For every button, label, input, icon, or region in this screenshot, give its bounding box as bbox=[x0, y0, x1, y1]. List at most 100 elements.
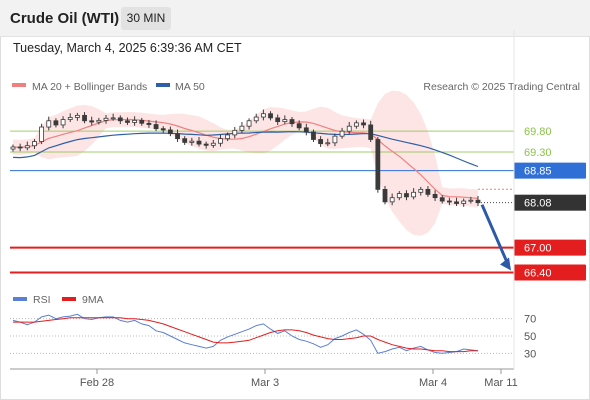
rsi-tick-50: 50 bbox=[524, 331, 536, 343]
candle-body bbox=[146, 122, 152, 125]
header-bar: Crude Oil (WTI) 30 MIN bbox=[0, 0, 590, 37]
rsi-tick-70: 70 bbox=[524, 314, 536, 326]
candle-body bbox=[74, 114, 80, 118]
candle-body bbox=[39, 126, 45, 142]
candle-body bbox=[411, 191, 417, 198]
candle-body bbox=[446, 200, 452, 203]
candle-body bbox=[468, 199, 474, 202]
candle-body bbox=[461, 200, 467, 204]
candle-body bbox=[418, 188, 424, 193]
candle-body bbox=[368, 124, 374, 140]
candle-body bbox=[260, 113, 266, 118]
candle-body bbox=[203, 143, 209, 146]
candle-body bbox=[318, 139, 324, 145]
ma50-legend-swatch bbox=[156, 83, 170, 87]
candle-body bbox=[67, 117, 73, 120]
timeframe-button[interactable]: 30 MIN bbox=[121, 7, 171, 30]
candle-body bbox=[332, 135, 338, 144]
candle-body bbox=[110, 117, 116, 120]
candle-body bbox=[439, 197, 445, 202]
candle-body bbox=[182, 138, 188, 143]
candle-body bbox=[361, 122, 366, 126]
level-tag-66.40 bbox=[514, 264, 586, 281]
x-tick-label: Mar 11 bbox=[484, 377, 517, 389]
bollinger-band-area bbox=[13, 90, 478, 236]
candle-body bbox=[46, 120, 52, 128]
candle-body bbox=[117, 117, 123, 122]
level-label-69.80: 69.80 bbox=[524, 126, 552, 138]
candle-body bbox=[339, 130, 345, 137]
candle-body bbox=[160, 128, 166, 131]
last-price: 68.08 bbox=[478, 194, 586, 211]
candle-body bbox=[353, 122, 359, 127]
bollinger-bands bbox=[13, 90, 478, 236]
candle-body bbox=[17, 146, 23, 149]
candle-body bbox=[24, 145, 30, 149]
ma9-legend-label: 9MA bbox=[82, 294, 104, 306]
candle-body bbox=[53, 120, 59, 126]
candle-body bbox=[218, 138, 223, 144]
candle-body bbox=[103, 117, 109, 121]
ma9-legend-swatch bbox=[62, 297, 76, 301]
candle-body bbox=[275, 117, 281, 123]
candle-body bbox=[89, 120, 95, 123]
rsi-tick-30: 30 bbox=[524, 348, 536, 360]
forecast-arrow-head bbox=[500, 257, 511, 271]
candle-body bbox=[196, 140, 202, 145]
candle-body bbox=[82, 114, 87, 122]
candle-body bbox=[404, 193, 409, 198]
rsi-panel: 30 50 70 bbox=[10, 313, 536, 360]
timestamp: Tuesday, March 4, 2025 6:39:36 AM CET bbox=[13, 41, 242, 55]
main-legend: MA 20 + Bollinger Bands MA 50 Research ©… bbox=[12, 81, 580, 93]
candle-body bbox=[153, 124, 159, 130]
candle-body bbox=[346, 125, 352, 132]
candle-body bbox=[382, 188, 388, 203]
candle-body bbox=[60, 119, 66, 126]
ma20-line bbox=[12, 118, 479, 199]
candle-body bbox=[325, 142, 331, 145]
candle-body bbox=[425, 188, 431, 195]
ma20-legend-label: MA 20 + Bollinger Bands bbox=[32, 81, 147, 93]
level-label-66.40: 66.40 bbox=[524, 268, 552, 280]
candle-body bbox=[432, 193, 438, 199]
candle-body bbox=[396, 193, 402, 199]
candle-body bbox=[253, 116, 259, 122]
candle-body bbox=[225, 134, 231, 140]
x-tick-label: Mar 3 bbox=[251, 377, 279, 389]
candle-body bbox=[189, 140, 195, 143]
rsi-ma-line bbox=[13, 317, 478, 353]
moving-averages bbox=[12, 118, 514, 199]
ma20-legend-swatch bbox=[12, 83, 26, 87]
rsi-legend-swatch bbox=[13, 297, 27, 301]
candle-body bbox=[303, 127, 309, 133]
x-tick-label: Mar 4 bbox=[419, 377, 447, 389]
last-price-label: 68.08 bbox=[524, 198, 552, 210]
candle-body bbox=[239, 125, 245, 131]
candle-body bbox=[125, 120, 130, 123]
candle-body bbox=[268, 113, 273, 119]
x-axis: Feb 28 Mar 3 Mar 4 Mar 11 bbox=[10, 30, 518, 389]
candle-body bbox=[246, 120, 252, 127]
candle-body bbox=[311, 131, 316, 140]
candle-body bbox=[210, 142, 216, 146]
price-levels: 69.80 69.30 68.85 67.00 66.40 bbox=[10, 126, 586, 281]
forecast-arrow bbox=[480, 204, 511, 271]
candlesticks bbox=[10, 109, 481, 207]
ma50-legend-label: MA 50 bbox=[175, 81, 205, 93]
level-tag-68.85 bbox=[514, 162, 586, 179]
ma50-line bbox=[12, 131, 479, 168]
level-label-69.30: 69.30 bbox=[524, 147, 552, 159]
page-title: Crude Oil (WTI) bbox=[10, 10, 120, 27]
candle-body bbox=[389, 197, 395, 203]
level-tag-67.00 bbox=[514, 239, 586, 256]
candle-body bbox=[296, 123, 302, 129]
candle-body bbox=[167, 129, 173, 135]
candle-body bbox=[289, 119, 295, 125]
level-label-68.85: 68.85 bbox=[524, 166, 552, 178]
candle-body bbox=[96, 119, 102, 123]
candle-body bbox=[454, 201, 459, 204]
candle-body bbox=[139, 119, 145, 124]
rsi-line bbox=[12, 313, 479, 354]
candle-body bbox=[32, 141, 37, 147]
